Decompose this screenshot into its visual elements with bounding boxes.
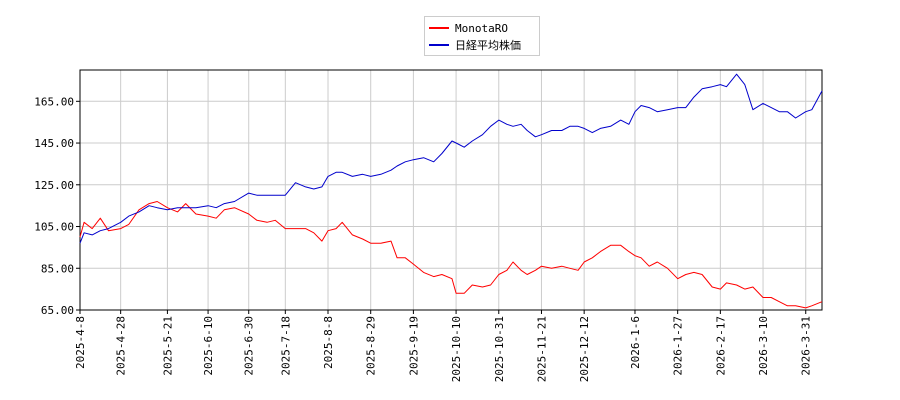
legend-item-nikkei: 日経平均株価 [429,37,521,53]
x-tick-label: 2025-4-28 [115,316,128,376]
grid [79,70,822,311]
x-tick-label: 2025-4-8 [74,316,87,369]
x-tick-label: 2026-3-10 [757,316,770,376]
series-line-0 [79,201,823,309]
y-tick-label: 145.00 [34,137,74,150]
x-tick-label: 2026-3-31 [800,316,813,376]
y-tick-label: 165.00 [34,95,74,108]
x-tick-label: 2025-6-10 [202,316,215,376]
x-tick-label: 2025-8-8 [322,316,335,369]
x-tick-label: 2025-8-29 [365,316,378,376]
x-tick-label: 2025-7-18 [279,316,292,376]
y-tick-label: 105.00 [34,221,74,234]
series-layer [79,73,823,309]
y-tick-label: 125.00 [34,179,74,192]
legend-label: 日経平均株価 [455,39,521,52]
x-tick-label: 2025-10-31 [493,316,506,382]
x-tick-label: 2025-9-19 [407,316,420,376]
x-tick-label: 2026-2-17 [714,316,727,376]
y-axis: 65.00 85.00 105.00 125.00 145.00 165.00 [34,95,80,317]
x-tick-label: 2025-11-21 [535,316,548,382]
legend-swatch-blue [429,44,449,46]
y-tick-label: 85.00 [41,262,74,275]
x-tick-label: 2025-10-10 [450,316,463,382]
legend-item-monotaro: MonotaRO [429,20,508,36]
series-line-1 [79,73,823,244]
legend: MonotaRO 日経平均株価 [424,16,540,56]
x-tick-label: 2026-1-27 [672,316,685,376]
legend-label: MonotaRO [455,21,508,35]
x-tick-label: 2025-5-21 [161,316,174,376]
x-tick-label: 2025-12-12 [578,316,591,382]
plot-frame [79,69,823,311]
legend-swatch-red [429,27,449,29]
x-tick-label: 2025-6-30 [243,316,256,376]
y-tick-label: 65.00 [41,304,74,317]
x-axis: 2025-4-8 2025-4-28 2025-5-21 2025-6-10 2025-… [74,310,813,382]
x-tick-label: 2026-1-6 [629,316,642,369]
